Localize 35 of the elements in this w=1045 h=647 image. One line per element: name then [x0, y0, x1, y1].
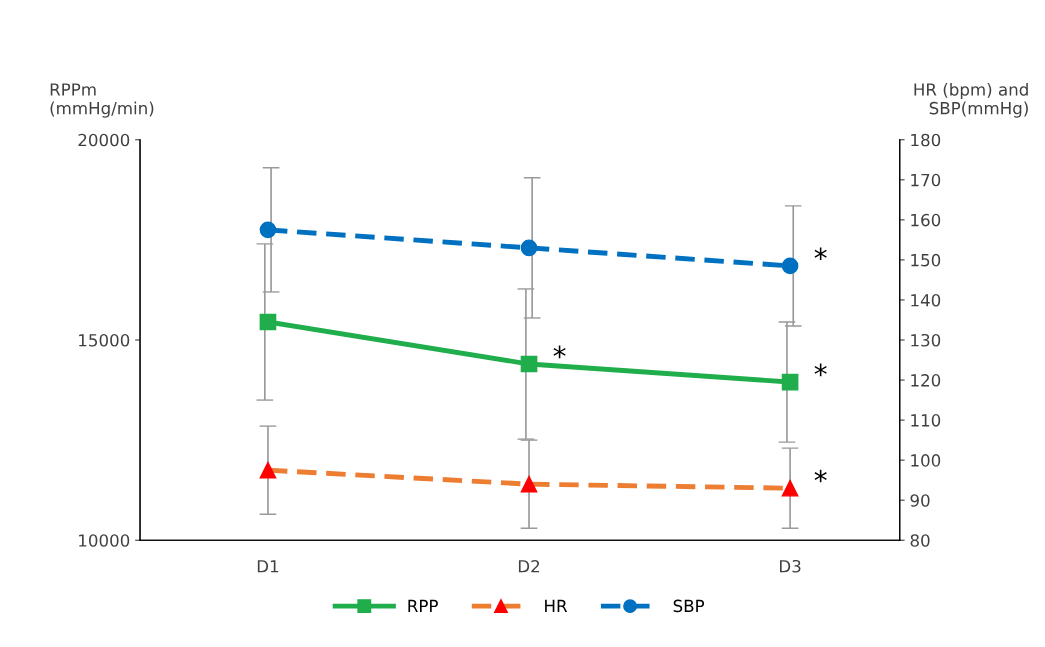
y2-tick-label: 160 — [911, 213, 941, 227]
y2-tick-label: 150 — [911, 253, 941, 267]
point — [259, 313, 277, 331]
legend-label: SBP — [673, 599, 705, 613]
y2-tick-label: 100 — [911, 454, 941, 467]
y2-tick-label: 90 — [910, 494, 930, 507]
point — [520, 475, 538, 493]
y2-axis-title: HR (bpm) and SBP(mmHg) — [914, 82, 1028, 118]
y-tick-label: 10000 — [79, 534, 130, 547]
x-tick-label: D1 — [257, 560, 279, 573]
y2-tick-label: 170 — [911, 173, 941, 187]
x-tick-label: D3 — [780, 559, 801, 573]
y2-tick-label: 130 — [911, 333, 941, 347]
y2-tick-label: 120 — [911, 374, 941, 387]
legend-label: HR — [545, 599, 568, 612]
legend-label: RPP — [408, 599, 438, 612]
point — [259, 461, 277, 479]
y-tick-label: 20000 — [78, 133, 130, 147]
y2-tick-label: 80 — [910, 534, 930, 547]
annotation: * — [814, 469, 827, 483]
annotation: * — [553, 345, 566, 359]
y2-tick-label: 180 — [911, 133, 941, 147]
y2-tick-label: 110 — [911, 414, 941, 427]
annotation: * — [814, 247, 827, 261]
y-tick-label: 15000 — [79, 333, 130, 347]
point — [259, 221, 277, 239]
point — [781, 257, 799, 275]
y-axis-title: RPPm (mmHg/min) — [50, 83, 154, 118]
point — [520, 355, 538, 373]
y2-tick-label: 140 — [911, 293, 941, 307]
point — [781, 479, 799, 497]
point — [781, 373, 799, 391]
x-tick-label: D2 — [518, 559, 540, 573]
annotation: * — [814, 363, 827, 377]
point — [520, 239, 538, 257]
